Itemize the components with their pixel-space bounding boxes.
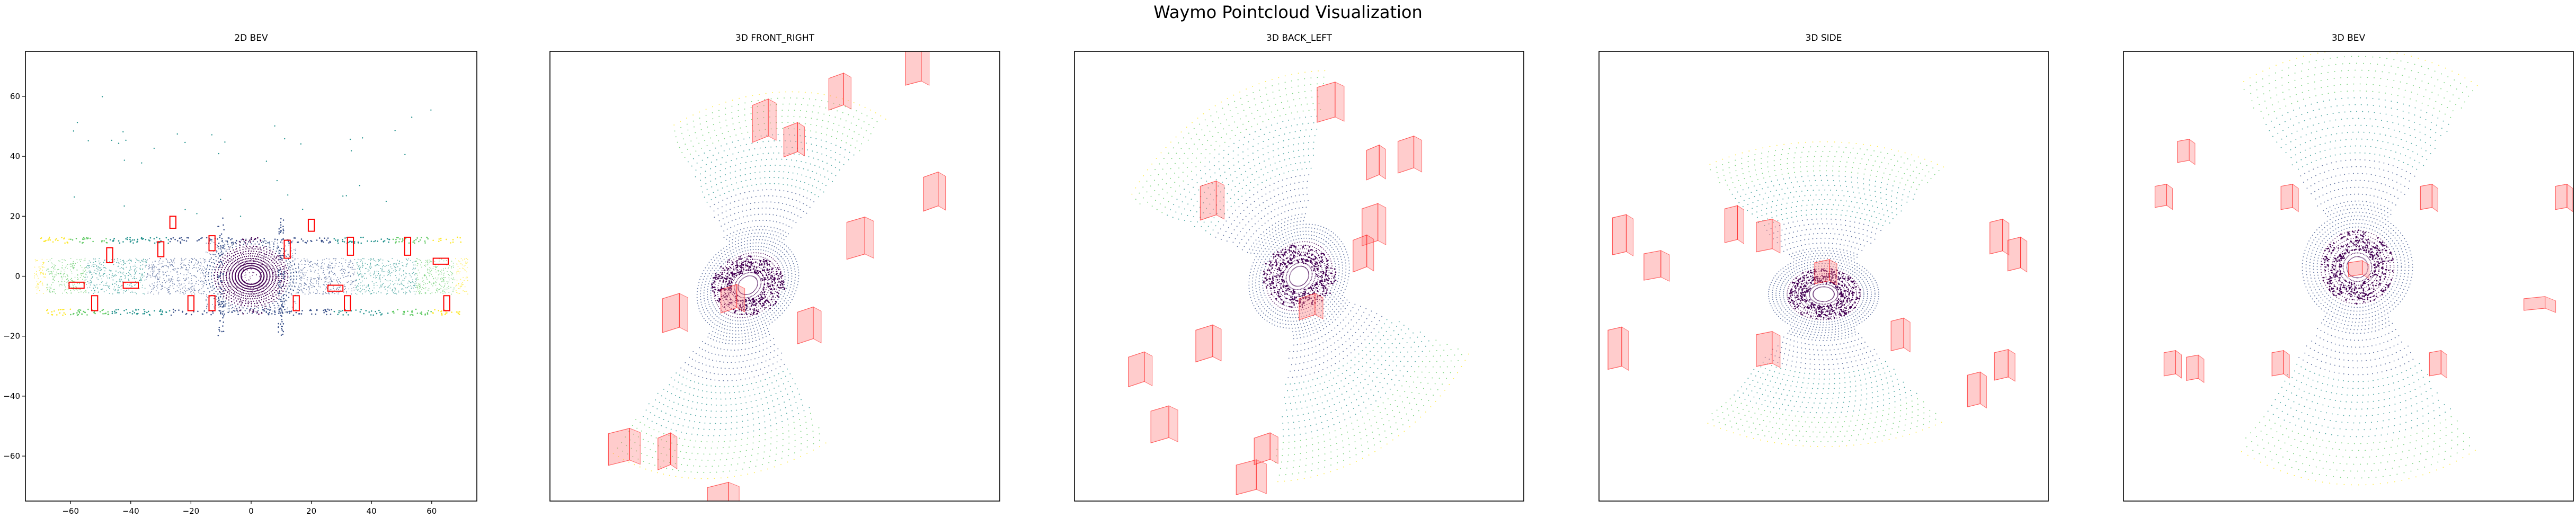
box3d-1-11 bbox=[721, 284, 738, 314]
bev-box-16 bbox=[443, 295, 450, 311]
box3d-2-8 bbox=[1150, 405, 1169, 444]
bev-box-5 bbox=[307, 218, 315, 232]
x-tick-label: −40 bbox=[122, 506, 139, 516]
box3d-4-3 bbox=[2420, 183, 2432, 210]
cloud-points-2 bbox=[1128, 70, 1469, 495]
box3d-1-10 bbox=[707, 481, 729, 501]
box3d-3-9 bbox=[2007, 236, 2021, 272]
box3d-3-8 bbox=[1989, 218, 2003, 255]
box3d-3-11 bbox=[1814, 259, 1830, 284]
box3d-4-5 bbox=[2163, 350, 2177, 377]
box3d-3-10 bbox=[1994, 349, 2009, 381]
panel-title-3d-bev: 3D BEV bbox=[2331, 33, 2366, 43]
y-tick-label: −60 bbox=[3, 451, 20, 461]
box3d-3-1 bbox=[1644, 250, 1662, 281]
box3d-4-1 bbox=[2154, 183, 2168, 208]
x-tick-label: 40 bbox=[367, 506, 377, 516]
box3d-1-9 bbox=[658, 432, 671, 471]
bev-box-7 bbox=[404, 236, 412, 256]
box3d-3-2 bbox=[1724, 205, 1738, 243]
box3d-2-0 bbox=[1317, 82, 1336, 123]
box3d-1-2 bbox=[783, 122, 798, 158]
cloud-points-4 bbox=[2154, 51, 2573, 486]
box3d-4-4 bbox=[2555, 183, 2568, 210]
figure-title: Waymo Pointcloud Visualization bbox=[1153, 2, 1423, 22]
x-tick-label: 60 bbox=[427, 506, 437, 516]
box3d-1-7 bbox=[662, 293, 680, 333]
cloud-points-3 bbox=[1607, 141, 2028, 448]
axes-frame-1 bbox=[549, 51, 1000, 502]
box3d-2-11 bbox=[1299, 293, 1316, 320]
box3d-3-3 bbox=[1756, 218, 1773, 253]
bev-box-4 bbox=[283, 239, 291, 259]
y-tick-label: 40 bbox=[10, 151, 20, 161]
box3d-3-7 bbox=[1967, 371, 1980, 408]
x-tick-label: 20 bbox=[306, 506, 316, 516]
bev-box-0 bbox=[106, 247, 113, 264]
axes-frame-2 bbox=[1074, 51, 1524, 502]
y-tick-label: 0 bbox=[15, 272, 20, 281]
box3d-4-2 bbox=[2280, 183, 2293, 210]
box3d-2-2 bbox=[1397, 135, 1415, 174]
box3d-2-5 bbox=[1200, 180, 1217, 221]
box3d-3-5 bbox=[1756, 331, 1773, 367]
bev-box-11 bbox=[91, 295, 99, 311]
panel-title-3d-front-right: 3D FRONT_RIGHT bbox=[735, 33, 815, 43]
bev-box-10 bbox=[122, 281, 139, 289]
y-tick-label: 20 bbox=[10, 211, 20, 221]
panel-title-3d-back-left: 3D BACK_LEFT bbox=[1266, 33, 1332, 43]
y-tick-label: 60 bbox=[10, 92, 20, 101]
box3d-2-6 bbox=[1195, 324, 1213, 363]
box3d-4-9 bbox=[2524, 296, 2546, 311]
box3d-4-6 bbox=[2186, 354, 2199, 381]
box3d-1-1 bbox=[905, 51, 922, 86]
box3d-2-7 bbox=[1128, 351, 1145, 388]
bev-box-2 bbox=[169, 216, 177, 229]
box3d-1-5 bbox=[923, 171, 939, 212]
panel-title-2d-bev: 2D BEV bbox=[234, 33, 268, 43]
bev-box-15 bbox=[344, 295, 351, 311]
box3d-4-8 bbox=[2429, 350, 2441, 377]
box3d-2-9 bbox=[1236, 459, 1257, 495]
axes-frame-4 bbox=[2123, 51, 2574, 502]
box3d-4-0 bbox=[2177, 139, 2190, 163]
x-tick-label: 0 bbox=[248, 506, 254, 516]
bev-box-13 bbox=[292, 295, 300, 311]
box3d-1-0 bbox=[828, 73, 844, 111]
bev-box-1 bbox=[157, 241, 165, 257]
box3d-3-0 bbox=[1612, 214, 1627, 255]
bev-box-3 bbox=[208, 235, 216, 252]
box3d-3-4 bbox=[1607, 326, 1622, 370]
box3d-1-4 bbox=[846, 216, 865, 260]
panel-title-3d-side: 3D SIDE bbox=[1805, 33, 1842, 43]
box3d-1-6 bbox=[797, 306, 814, 345]
box3d-1-8 bbox=[608, 427, 630, 466]
box3d-1-3 bbox=[752, 98, 769, 143]
box3d-2-1 bbox=[1366, 144, 1380, 181]
bev-box-9 bbox=[68, 281, 85, 289]
box3d-2-4 bbox=[1353, 234, 1367, 273]
box3d-2-10 bbox=[1254, 432, 1271, 465]
bev-box-12 bbox=[208, 295, 216, 311]
bev-box-14 bbox=[327, 284, 344, 292]
box3d-4-7 bbox=[2271, 350, 2284, 377]
axes-frame-3 bbox=[1598, 51, 2049, 502]
bev-box-17 bbox=[187, 295, 195, 311]
box3d-3-6 bbox=[1890, 317, 1904, 352]
cloud-points-1 bbox=[608, 51, 946, 501]
y-tick-label: −40 bbox=[3, 391, 20, 401]
axes-frame-0 bbox=[25, 51, 477, 502]
bev-points bbox=[34, 96, 468, 336]
box3d-4-10 bbox=[2348, 260, 2363, 277]
bev-box-8 bbox=[432, 257, 449, 265]
y-tick-label: −20 bbox=[3, 332, 20, 341]
x-tick-label: −60 bbox=[62, 506, 79, 516]
bev-box-6 bbox=[347, 236, 354, 256]
x-tick-label: −20 bbox=[183, 506, 200, 516]
